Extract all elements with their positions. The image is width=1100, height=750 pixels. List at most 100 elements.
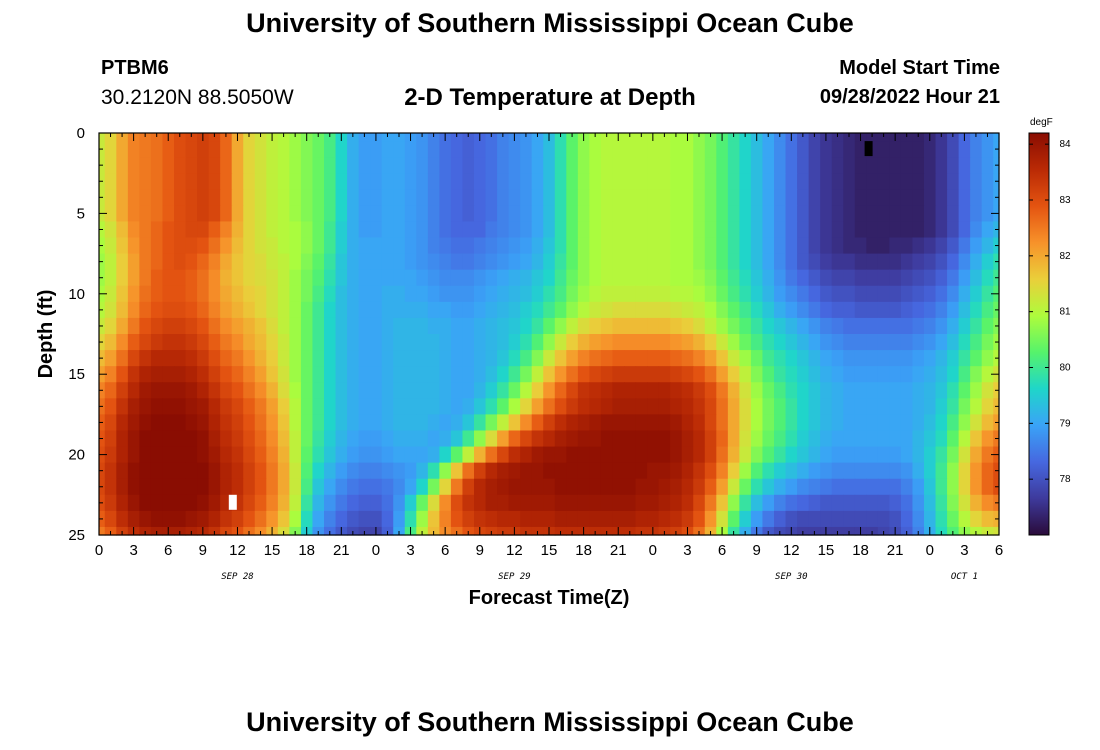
heatmap-cell	[416, 189, 429, 206]
heatmap-cell	[600, 462, 614, 480]
heatmap-cell	[797, 414, 810, 432]
heatmap-cell	[485, 462, 498, 480]
heatmap-cell	[300, 157, 314, 174]
heatmap-cell	[970, 173, 983, 190]
heatmap-cell	[197, 334, 210, 351]
heatmap-cell	[393, 446, 406, 464]
heatmap-cell	[277, 462, 290, 480]
heatmap-cell	[220, 334, 233, 351]
heatmap-cell	[935, 414, 948, 432]
heatmap-cell	[162, 510, 175, 528]
heatmap-cell	[220, 301, 233, 319]
heatmap-cell	[197, 446, 210, 464]
heatmap-cell	[370, 446, 383, 464]
heatmap-cell	[854, 382, 867, 399]
heatmap-cell	[508, 494, 521, 512]
heatmap-cell	[450, 317, 464, 335]
heatmap-cell	[116, 350, 129, 367]
heatmap-cell	[947, 382, 960, 399]
heatmap-cell	[139, 253, 152, 271]
heatmap-cell	[185, 317, 198, 335]
heatmap-cell	[624, 366, 637, 383]
heatmap-cell	[485, 478, 498, 496]
heatmap-cell	[658, 398, 671, 415]
heatmap-cell	[162, 253, 175, 271]
heatmap-cell	[843, 221, 856, 239]
heatmap-cell	[808, 221, 821, 239]
heatmap-cell	[635, 221, 648, 239]
heatmap-cell	[912, 430, 925, 448]
heatmap-cell	[450, 350, 464, 367]
heatmap-cell	[127, 269, 140, 287]
heatmap-cell	[508, 398, 521, 415]
heatmap-cell	[958, 494, 971, 512]
heatmap-cell	[554, 133, 567, 142]
heatmap-cell	[681, 237, 694, 255]
heatmap-cell	[116, 510, 129, 528]
heatmap-cell	[485, 221, 498, 239]
heatmap-cell	[243, 510, 256, 528]
heatmap-cell	[358, 157, 371, 174]
heatmap-cell	[820, 494, 833, 512]
heatmap-cell	[543, 382, 556, 399]
heatmap-cell	[624, 269, 637, 287]
heatmap-cell	[727, 285, 740, 303]
heatmap-cell	[681, 334, 694, 351]
heatmap-cell	[924, 446, 937, 464]
heatmap-cell	[474, 157, 487, 174]
heatmap-cell	[450, 269, 464, 287]
heatmap-cell	[739, 350, 752, 367]
heatmap-cell	[647, 317, 660, 335]
heatmap-cell	[900, 237, 914, 255]
heatmap-cell	[485, 285, 498, 303]
heatmap-cell	[670, 430, 683, 448]
heatmap-cell	[970, 446, 983, 464]
heatmap-cell	[381, 221, 394, 239]
heatmap-cell	[935, 462, 948, 480]
heatmap-cell	[900, 285, 914, 303]
heatmap-cell	[450, 141, 464, 158]
heatmap-cell	[670, 446, 683, 464]
heatmap-cell	[312, 478, 325, 496]
heatmap-cell	[312, 237, 325, 255]
heatmap-cell	[981, 478, 994, 496]
heatmap-cell	[658, 462, 671, 480]
heatmap-cell	[658, 141, 671, 158]
heatmap-cell	[174, 141, 187, 158]
heatmap-cell	[243, 285, 256, 303]
heatmap-cell	[889, 301, 902, 319]
heatmap-cell	[416, 221, 429, 239]
heatmap-cell	[185, 430, 198, 448]
heatmap-cell	[485, 269, 498, 287]
heatmap-cell	[716, 157, 729, 174]
heatmap-cell	[393, 285, 406, 303]
heatmap-cell	[704, 366, 717, 383]
heatmap-cell	[324, 253, 337, 271]
heatmap-cell	[924, 269, 937, 287]
heatmap-cell	[404, 398, 417, 415]
heatmap-cell	[774, 414, 787, 432]
heatmap-cell	[174, 237, 187, 255]
heatmap-cell	[843, 446, 856, 464]
heatmap-cell	[681, 205, 694, 223]
heatmap-cell	[162, 398, 175, 415]
heatmap-cell	[866, 414, 879, 432]
heatmap-cell	[358, 398, 371, 415]
heatmap-cell	[935, 478, 948, 496]
heatmap-cell	[670, 205, 683, 223]
date-label: OCT 1	[951, 572, 978, 582]
heatmap-cell	[924, 462, 937, 480]
heatmap-cell	[358, 510, 371, 528]
heatmap-cell	[785, 237, 798, 255]
heatmap-cell	[970, 382, 983, 399]
heatmap-cell	[277, 334, 290, 351]
heatmap-cell	[750, 237, 764, 255]
heatmap-cell	[404, 350, 417, 367]
heatmap-cell	[381, 334, 394, 351]
heatmap-cell	[543, 462, 556, 480]
heatmap-cell	[231, 382, 244, 399]
heatmap-cell	[912, 334, 925, 351]
heatmap-cell	[485, 301, 498, 319]
heatmap-cell	[866, 398, 879, 415]
